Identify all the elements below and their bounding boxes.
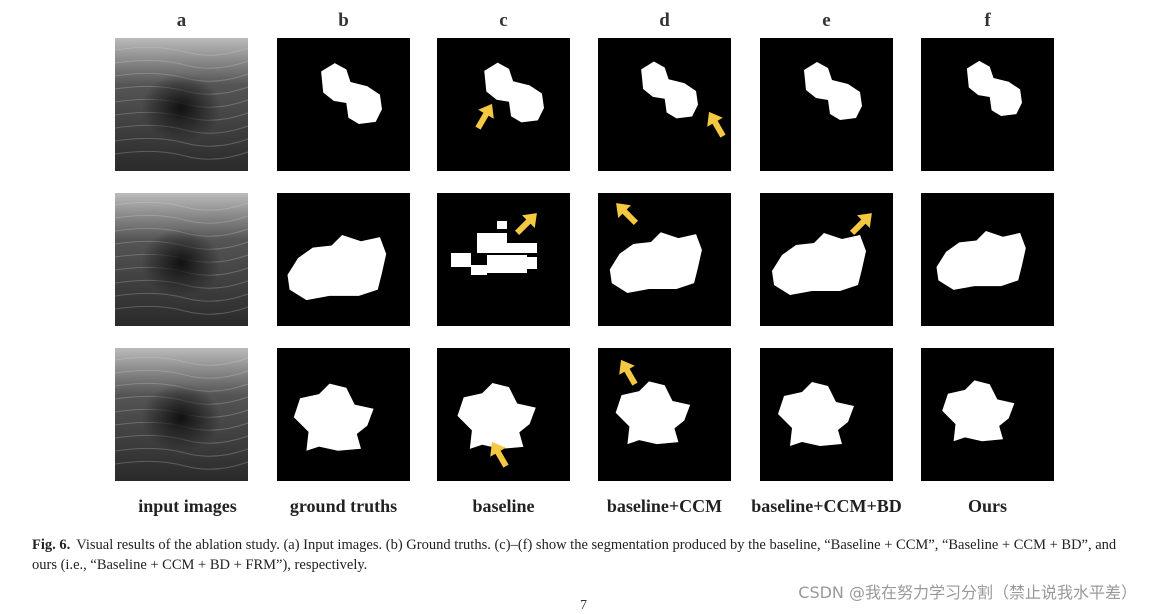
tissue-texture [114, 356, 249, 366]
segmentation-mask [293, 383, 374, 451]
segmentation-mask [936, 231, 1026, 290]
segmentation-mask [641, 61, 698, 119]
tissue-texture [114, 150, 249, 160]
segmentation-mask [804, 62, 862, 120]
mask-background [921, 38, 1054, 171]
segmentation-mask [287, 235, 387, 301]
tissue-texture [114, 292, 249, 302]
image-cell [760, 348, 893, 481]
mask-background [598, 38, 731, 171]
image-cell [598, 193, 731, 326]
image-cell [598, 38, 731, 171]
image-cell [921, 193, 1054, 326]
mask-background [760, 38, 893, 171]
segmentation-mask [484, 62, 544, 123]
arrow [490, 441, 509, 468]
tissue-texture [114, 137, 249, 147]
segmentation-mask [457, 382, 536, 449]
arrow [619, 359, 638, 386]
segmentation-mask [615, 381, 691, 445]
mask-fragment [477, 233, 507, 253]
image-cell [114, 38, 249, 171]
column-label: b [338, 10, 349, 31]
arrow [849, 213, 872, 236]
image-cell [598, 348, 731, 481]
column-label: f [984, 10, 991, 31]
image-cell [760, 193, 893, 326]
mask-background [277, 38, 410, 171]
column-label: a [176, 10, 187, 31]
arrow [616, 203, 639, 226]
column-label: c [499, 10, 508, 31]
watermark: CSDN @我在努力学习分割（禁止说我水平差） [798, 583, 1137, 602]
mask-fragment [451, 253, 471, 267]
image-cell [921, 38, 1054, 171]
tissue-texture [114, 447, 249, 457]
column-label: d [659, 10, 670, 31]
image-cell [437, 193, 570, 326]
image-cell [277, 193, 410, 326]
tissue-texture [114, 214, 249, 224]
tissue-texture [114, 46, 249, 56]
mask-fragment [507, 243, 537, 253]
tissue-texture [114, 305, 249, 315]
segmentation-mask [321, 63, 382, 124]
column-label: e [822, 10, 831, 31]
segmentation-mask [942, 380, 1015, 442]
image-cell [437, 38, 570, 171]
method-label: baseline [472, 496, 535, 516]
tissue-texture [114, 369, 249, 379]
mask-fragment [471, 265, 487, 275]
image-cell [277, 38, 410, 171]
method-label: baseline+CCM [606, 496, 723, 516]
mask-fragment [497, 221, 507, 229]
lesion [141, 384, 221, 452]
segmentation-mask [609, 232, 702, 293]
page-number: 7 [580, 598, 587, 613]
lesion [141, 229, 221, 297]
method-label: ground truths [289, 496, 398, 516]
image-cell [921, 348, 1054, 481]
segmentation-mask [772, 233, 866, 295]
method-label: input images [138, 496, 237, 516]
arrow [475, 103, 494, 130]
mask-fragment [487, 255, 527, 273]
arrow [707, 111, 726, 138]
tissue-texture [114, 460, 249, 470]
image-cell [277, 348, 410, 481]
caption-text: Visual results of the ablation study. (a… [32, 537, 1117, 573]
image-cell [437, 348, 570, 481]
method-label: Ours [967, 496, 1007, 516]
mask-fragment [523, 257, 537, 269]
image-cell [114, 193, 249, 326]
segmentation-mask [966, 60, 1022, 116]
tissue-texture [114, 201, 249, 211]
caption-label: Fig. 6. [32, 537, 71, 553]
method-label: baseline+CCM+BD [751, 496, 902, 516]
image-cell [760, 38, 893, 171]
lesion [141, 74, 221, 142]
figure-grid [114, 38, 1054, 481]
arrow [514, 213, 537, 236]
image-cell [114, 348, 249, 481]
tissue-texture [114, 59, 249, 69]
caption: Fig. 6. Visual results of the ablation st… [32, 535, 1142, 575]
mask-background [437, 38, 570, 171]
segmentation-mask [778, 382, 854, 446]
